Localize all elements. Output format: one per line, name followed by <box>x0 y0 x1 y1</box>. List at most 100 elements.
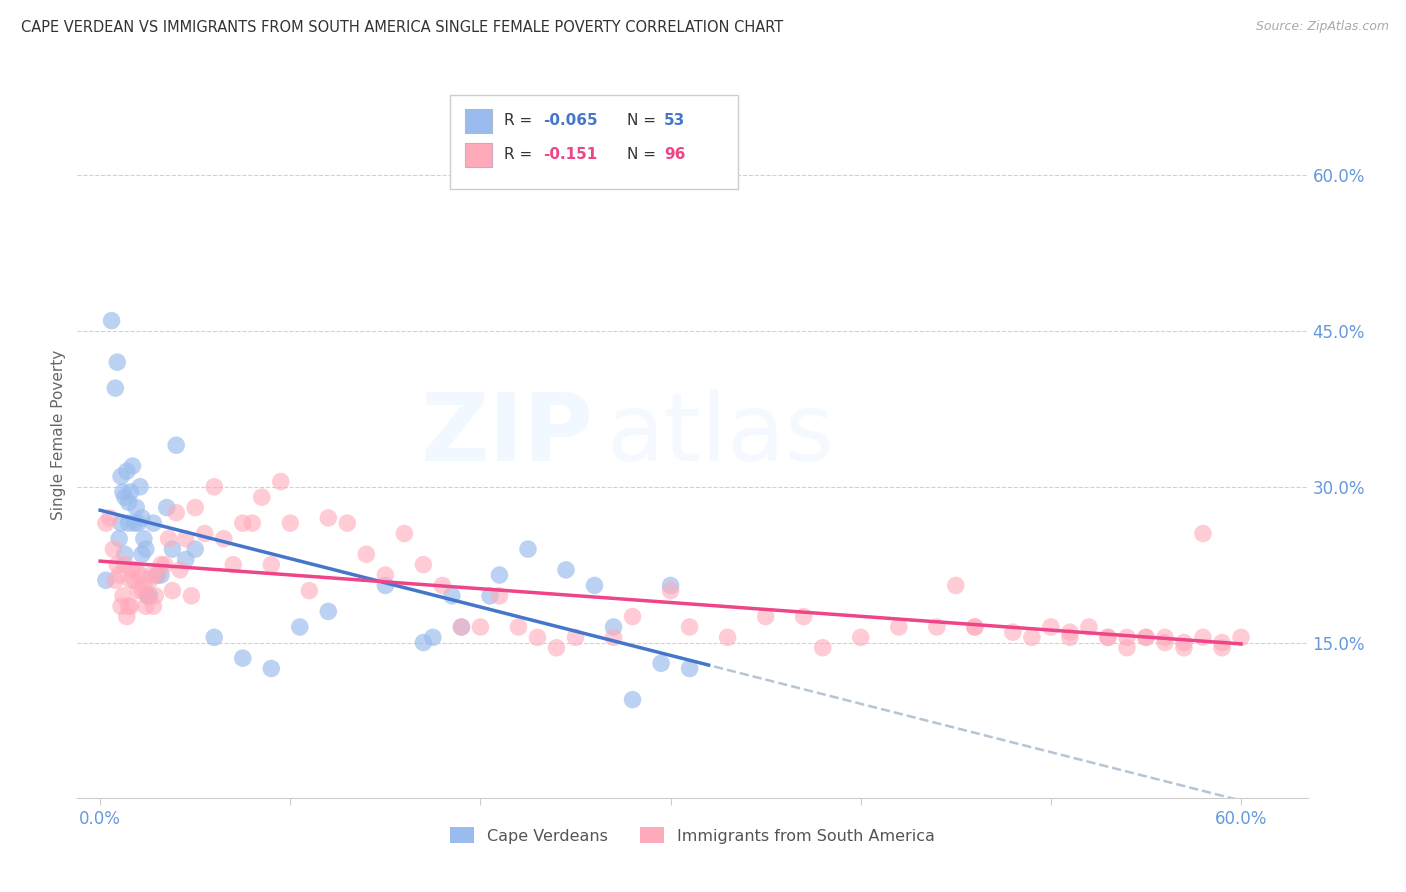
Point <box>583 578 606 592</box>
Point <box>432 578 454 592</box>
Point <box>153 558 176 572</box>
Point <box>131 511 153 525</box>
Point <box>135 599 157 614</box>
Point <box>650 657 672 671</box>
Point <box>174 532 197 546</box>
Point <box>1135 631 1157 645</box>
Point <box>165 438 187 452</box>
Point <box>1173 635 1195 649</box>
Point <box>111 485 134 500</box>
Point <box>478 589 501 603</box>
Text: -0.151: -0.151 <box>544 147 598 162</box>
Point <box>240 516 263 530</box>
Point <box>1097 631 1119 645</box>
Point <box>1154 635 1177 649</box>
Point <box>131 547 153 561</box>
Point <box>132 532 155 546</box>
Point <box>755 609 778 624</box>
Point <box>412 635 434 649</box>
Text: N =: N = <box>627 147 661 162</box>
Point <box>1116 631 1139 645</box>
Point <box>555 563 578 577</box>
Point <box>202 631 225 645</box>
Point <box>114 490 136 504</box>
Point <box>1001 625 1024 640</box>
Point <box>100 313 122 327</box>
Point <box>318 511 340 525</box>
FancyBboxPatch shape <box>450 95 738 189</box>
Point <box>142 516 165 530</box>
Point <box>94 574 117 588</box>
Point <box>124 574 146 588</box>
Point <box>136 589 159 603</box>
Point <box>849 631 872 645</box>
Point <box>450 620 472 634</box>
Point <box>717 631 740 645</box>
Point <box>1154 631 1177 645</box>
Point <box>440 589 463 603</box>
Point <box>111 589 134 603</box>
Point <box>124 516 146 530</box>
Point <box>146 568 169 582</box>
Text: CAPE VERDEAN VS IMMIGRANTS FROM SOUTH AMERICA SINGLE FEMALE POVERTY CORRELATION : CAPE VERDEAN VS IMMIGRANTS FROM SOUTH AM… <box>21 20 783 35</box>
Point <box>129 568 152 582</box>
Point <box>925 620 948 634</box>
Point <box>1116 640 1139 655</box>
Point <box>508 620 530 634</box>
Point <box>526 631 548 645</box>
Text: ZIP: ZIP <box>422 389 595 481</box>
Point <box>125 500 148 515</box>
Point <box>394 526 416 541</box>
Bar <box>465 109 492 133</box>
Legend: Cape Verdeans, Immigrants from South America: Cape Verdeans, Immigrants from South Ame… <box>444 821 941 850</box>
Point <box>621 609 644 624</box>
Point <box>659 578 682 592</box>
Point <box>127 583 149 598</box>
Point <box>1059 625 1081 640</box>
Point <box>1039 620 1062 634</box>
Point <box>104 381 127 395</box>
Point <box>222 558 245 572</box>
Point <box>450 620 472 634</box>
Point <box>115 609 138 624</box>
Point <box>108 568 131 582</box>
Point <box>1021 631 1043 645</box>
Point <box>963 620 986 634</box>
Point <box>118 516 141 530</box>
Point <box>150 558 173 572</box>
Point <box>1230 631 1253 645</box>
Point <box>546 640 568 655</box>
Point <box>470 620 492 634</box>
Point <box>374 578 396 592</box>
Point <box>1135 631 1157 645</box>
Point <box>138 574 160 588</box>
Point <box>105 558 128 572</box>
Text: -0.065: -0.065 <box>544 113 598 128</box>
Point <box>115 464 138 478</box>
Point <box>488 589 510 603</box>
Point <box>517 542 540 557</box>
Point <box>1192 526 1215 541</box>
Point <box>260 661 283 675</box>
Point <box>270 475 292 489</box>
Point <box>356 547 378 561</box>
Point <box>1192 631 1215 645</box>
Point <box>132 578 155 592</box>
Text: 96: 96 <box>664 147 686 162</box>
Point <box>278 516 301 530</box>
Point <box>125 563 148 577</box>
Point <box>1211 635 1233 649</box>
Point <box>1059 631 1081 645</box>
Point <box>114 558 136 572</box>
Point <box>202 480 225 494</box>
Point <box>110 599 132 614</box>
Point <box>318 604 340 618</box>
Text: R =: R = <box>505 113 537 128</box>
Point <box>678 661 700 675</box>
Point <box>118 495 141 509</box>
Point <box>793 609 815 624</box>
Point <box>288 620 311 634</box>
Point <box>121 563 143 577</box>
Point <box>887 620 910 634</box>
Point <box>156 500 179 515</box>
